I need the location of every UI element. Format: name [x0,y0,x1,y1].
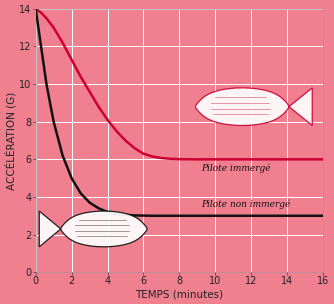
X-axis label: TEMPS (minutes): TEMPS (minutes) [135,289,223,299]
Polygon shape [195,88,289,126]
Y-axis label: ACCÉLÉRATION (G): ACCÉLÉRATION (G) [5,92,16,190]
Polygon shape [289,88,312,126]
Text: Pilote non immergé: Pilote non immergé [201,200,290,209]
Polygon shape [39,211,61,247]
Text: Pilote immergé: Pilote immergé [201,163,271,173]
Polygon shape [61,211,147,247]
